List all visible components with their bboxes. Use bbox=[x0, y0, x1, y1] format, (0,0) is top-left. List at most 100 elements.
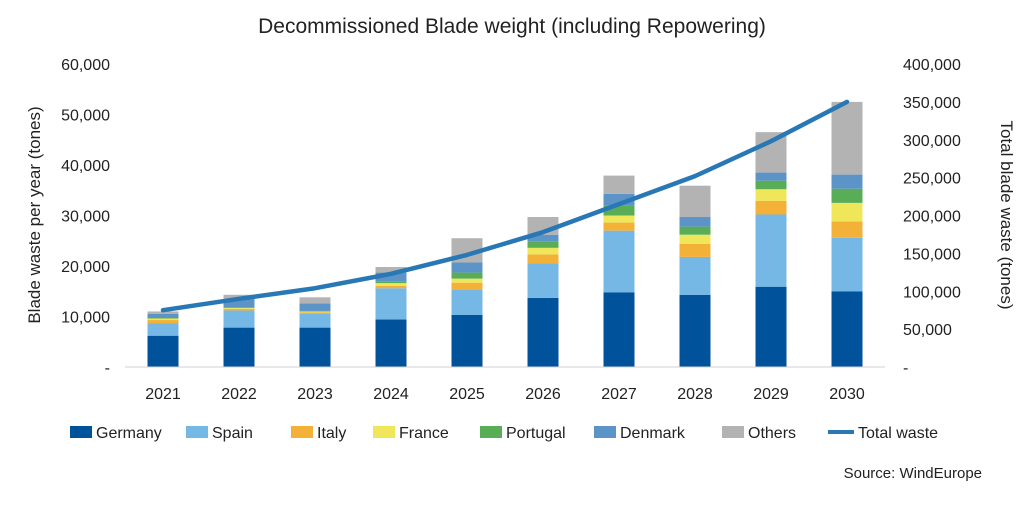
y2-tick-label: 200,000 bbox=[903, 209, 961, 226]
legend-swatch-others bbox=[722, 426, 744, 438]
bar-segment-denmark bbox=[832, 175, 863, 189]
y-tick-label: 40,000 bbox=[61, 158, 110, 175]
bar-segment-others bbox=[300, 297, 331, 303]
bar-segment-denmark bbox=[756, 173, 787, 181]
bar-segment-italy bbox=[756, 201, 787, 215]
legend-label-portugal: Portugal bbox=[506, 425, 566, 442]
legend-swatch-portugal bbox=[480, 426, 502, 438]
legend-swatch-spain bbox=[186, 426, 208, 438]
y-axis-label: Blade waste per year (tones) bbox=[25, 106, 44, 323]
bar-segment-germany bbox=[604, 292, 635, 367]
legend-label-france: France bbox=[399, 425, 449, 442]
y-tick-label: 20,000 bbox=[61, 259, 110, 276]
bar-segment-spain bbox=[756, 214, 787, 286]
bar-segment-germany bbox=[528, 298, 559, 367]
legend-swatch-germany bbox=[70, 426, 92, 438]
x-tick-label: 2025 bbox=[449, 386, 485, 403]
bar-segment-germany bbox=[300, 328, 331, 367]
bar-segment-portugal bbox=[832, 189, 863, 203]
bar-segment-france bbox=[452, 279, 483, 283]
bar-segment-italy bbox=[148, 320, 179, 323]
x-tick-label: 2030 bbox=[829, 386, 865, 403]
axes-group: -10,00020,00030,00040,00050,00060,000-50… bbox=[61, 57, 961, 403]
legend-swatch-france bbox=[373, 426, 395, 438]
legend-label-germany: Germany bbox=[96, 425, 162, 442]
bar-segment-others bbox=[604, 176, 635, 194]
bar-segment-france bbox=[300, 311, 331, 312]
bar-segment-france bbox=[224, 308, 255, 309]
bar-segment-germany bbox=[452, 315, 483, 367]
bar-segment-italy bbox=[832, 222, 863, 238]
legend: Germany Spain Italy France Portugal Denmark Ot… bbox=[70, 425, 938, 442]
bar-segment-portugal bbox=[452, 273, 483, 279]
total-line-group bbox=[163, 102, 847, 310]
bar-segment-portugal bbox=[528, 242, 559, 248]
legend-label-italy: Italy bbox=[317, 425, 346, 442]
y2-axis-label: Total blade waste (tones) bbox=[997, 121, 1016, 310]
bar-segment-spain bbox=[604, 231, 635, 293]
legend-label-spain: Spain bbox=[212, 425, 253, 442]
chart-title: Decommissioned Blade weight (including R… bbox=[258, 15, 766, 38]
legend-swatch-denmark bbox=[594, 426, 616, 438]
bar-segment-portugal bbox=[300, 311, 331, 312]
bar-segment-portugal bbox=[224, 307, 255, 308]
bar-segment-italy bbox=[376, 286, 407, 289]
x-tick-label: 2022 bbox=[221, 386, 257, 403]
bar-segment-france bbox=[604, 216, 635, 223]
bars-group bbox=[148, 102, 863, 367]
y2-tick-label: 250,000 bbox=[903, 171, 961, 188]
y2-tick-label: 350,000 bbox=[903, 95, 961, 112]
bar-segment-denmark bbox=[148, 314, 179, 318]
bar-segment-spain bbox=[376, 288, 407, 319]
bar-segment-france bbox=[832, 203, 863, 222]
bar-segment-portugal bbox=[148, 318, 179, 319]
x-tick-label: 2029 bbox=[753, 386, 789, 403]
bar-segment-germany bbox=[376, 320, 407, 367]
bar-segment-italy bbox=[604, 223, 635, 231]
source-note: Source: WindEurope bbox=[844, 465, 982, 482]
bar-segment-portugal bbox=[680, 227, 711, 235]
y2-tick-label: 100,000 bbox=[903, 284, 961, 301]
bar-segment-italy bbox=[300, 312, 331, 314]
x-tick-label: 2028 bbox=[677, 386, 713, 403]
bar-segment-italy bbox=[452, 283, 483, 290]
bar-segment-spain bbox=[832, 238, 863, 292]
bar-segment-france bbox=[528, 248, 559, 255]
x-tick-label: 2024 bbox=[373, 386, 409, 403]
bar-segment-portugal bbox=[376, 281, 407, 283]
legend-label-others: Others bbox=[748, 425, 796, 442]
bar-segment-germany bbox=[680, 295, 711, 367]
y2-tick-label: 300,000 bbox=[903, 133, 961, 150]
bar-segment-denmark bbox=[452, 262, 483, 272]
bar-segment-spain bbox=[528, 263, 559, 297]
bar-segment-germany bbox=[224, 328, 255, 367]
y2-tick-label: 400,000 bbox=[903, 57, 961, 74]
bar-segment-spain bbox=[224, 310, 255, 327]
bar-segment-italy bbox=[680, 244, 711, 257]
bar-segment-others bbox=[680, 186, 711, 217]
x-tick-label: 2023 bbox=[297, 386, 333, 403]
bar-segment-france bbox=[756, 189, 787, 201]
total-waste-line bbox=[163, 102, 847, 310]
bar-segment-germany bbox=[756, 287, 787, 367]
y-tick-label: 30,000 bbox=[61, 209, 110, 226]
y-tick-label: - bbox=[105, 360, 110, 377]
y-tick-label: 50,000 bbox=[61, 108, 110, 125]
bar-segment-denmark bbox=[300, 303, 331, 311]
bar-segment-spain bbox=[148, 323, 179, 336]
y2-tick-label: 50,000 bbox=[903, 322, 952, 339]
bar-segment-germany bbox=[148, 336, 179, 367]
bar-segment-spain bbox=[680, 257, 711, 295]
bar-segment-germany bbox=[832, 291, 863, 367]
y-tick-label: 60,000 bbox=[61, 57, 110, 74]
legend-label-denmark: Denmark bbox=[620, 425, 686, 442]
bar-segment-france bbox=[376, 283, 407, 286]
bar-segment-spain bbox=[452, 289, 483, 315]
x-tick-label: 2027 bbox=[601, 386, 637, 403]
y2-tick-label: 150,000 bbox=[903, 246, 961, 263]
y-tick-label: 10,000 bbox=[61, 310, 110, 327]
x-tick-label: 2021 bbox=[145, 386, 181, 403]
bar-segment-portugal bbox=[756, 181, 787, 190]
